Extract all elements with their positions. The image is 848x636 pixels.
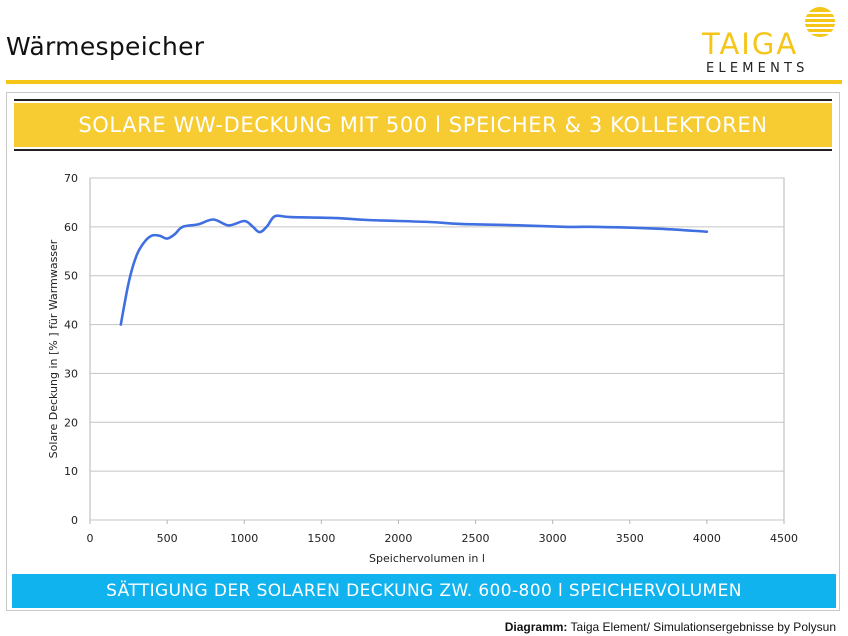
- banner-rule-bottom: [14, 149, 832, 151]
- taiga-elements-logo: TAIGA ELEMENTS: [698, 4, 842, 80]
- conclusion-banner: SÄTTIGUNG DER SOLAREN DECKUNG ZW. 600-80…: [12, 574, 836, 608]
- y-tick-label: 60: [64, 221, 78, 234]
- chart-headline-banner: SOLARE WW-DECKUNG MIT 500 l SPEICHER & 3…: [14, 103, 832, 147]
- page-title: Wärmespeicher: [6, 32, 205, 61]
- x-tick-label: 4000: [693, 532, 721, 545]
- x-tick-label: 3500: [616, 532, 644, 545]
- banner-rule-top: [14, 99, 832, 101]
- x-tick-label: 1000: [230, 532, 258, 545]
- y-tick-label: 50: [64, 270, 78, 283]
- x-tick-label: 1500: [307, 532, 335, 545]
- x-tick-label: 500: [157, 532, 178, 545]
- x-tick-label: 0: [87, 532, 94, 545]
- y-tick-label: 0: [71, 514, 78, 527]
- footer-label: Diagramm:: [504, 620, 568, 634]
- sun-logo-icon: [802, 7, 838, 37]
- x-axis-title: Speichervolumen in l: [369, 552, 485, 565]
- x-tick-label: 4500: [770, 532, 798, 545]
- y-tick-label: 20: [64, 416, 78, 429]
- x-tick-label: 2000: [384, 532, 412, 545]
- footer-text: Taiga Element/ Simulationsergebnisse by …: [567, 620, 836, 634]
- header-divider: [6, 80, 842, 84]
- plot-area: [89, 177, 785, 521]
- y-tick-label: 30: [64, 367, 78, 380]
- chart-frame: [6, 92, 840, 611]
- y-tick-label: 10: [64, 465, 78, 478]
- footer-credit: Diagramm: Taiga Element/ Simulationserge…: [505, 620, 836, 634]
- logo-wordmark: TAIGA: [702, 27, 799, 61]
- logo-subtitle: ELEMENTS: [706, 61, 809, 76]
- x-tick-label: 3000: [539, 532, 567, 545]
- y-axis-title: Solare Deckung in [% ] für Warmwasser: [47, 239, 60, 458]
- y-tick-label: 40: [64, 319, 78, 332]
- y-tick-label: 70: [64, 172, 78, 185]
- series-line: [119, 214, 709, 326]
- x-tick-label: 2500: [462, 532, 490, 545]
